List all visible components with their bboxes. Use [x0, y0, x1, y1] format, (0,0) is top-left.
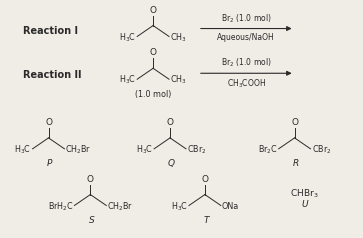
Text: O: O	[167, 118, 174, 127]
Text: O: O	[201, 175, 208, 184]
Text: O: O	[150, 6, 156, 15]
Text: Q: Q	[167, 159, 175, 168]
Text: CH$_2$Br: CH$_2$Br	[65, 144, 92, 156]
Text: Br$_2$ (1.0 mol): Br$_2$ (1.0 mol)	[221, 57, 272, 69]
Text: ONa: ONa	[222, 202, 239, 211]
Text: Br$_2$ (1.0 mol): Br$_2$ (1.0 mol)	[221, 12, 272, 25]
Text: CBr$_2$: CBr$_2$	[311, 144, 331, 156]
Text: Aqueous/NaOH: Aqueous/NaOH	[217, 33, 275, 41]
Text: H$_3$C: H$_3$C	[119, 74, 136, 86]
Text: U: U	[301, 200, 308, 209]
Text: O: O	[87, 175, 94, 184]
Text: S: S	[89, 216, 94, 225]
Text: Reaction II: Reaction II	[23, 70, 81, 80]
Text: CH$_3$: CH$_3$	[170, 31, 187, 44]
Text: Br$_2$C: Br$_2$C	[258, 144, 278, 156]
Text: T: T	[203, 216, 209, 225]
Text: Reaction I: Reaction I	[23, 25, 78, 35]
Text: CHBr$_3$: CHBr$_3$	[290, 187, 319, 200]
Text: H$_3$C: H$_3$C	[136, 144, 153, 156]
Text: CBr$_2$: CBr$_2$	[187, 144, 207, 156]
Text: O: O	[150, 48, 156, 57]
Text: H$_3$C: H$_3$C	[15, 144, 32, 156]
Text: (1.0 mol): (1.0 mol)	[135, 90, 171, 99]
Text: P: P	[47, 159, 52, 168]
Text: CH$_3$: CH$_3$	[170, 74, 187, 86]
Text: BrH$_2$C: BrH$_2$C	[48, 200, 73, 213]
Text: CH$_3$COOH: CH$_3$COOH	[227, 77, 266, 90]
Text: H$_3$C: H$_3$C	[171, 200, 188, 213]
Text: H$_3$C: H$_3$C	[119, 31, 136, 44]
Text: O: O	[45, 118, 52, 127]
Text: R: R	[293, 159, 299, 168]
Text: CH$_2$Br: CH$_2$Br	[107, 200, 134, 213]
Text: O: O	[291, 118, 298, 127]
